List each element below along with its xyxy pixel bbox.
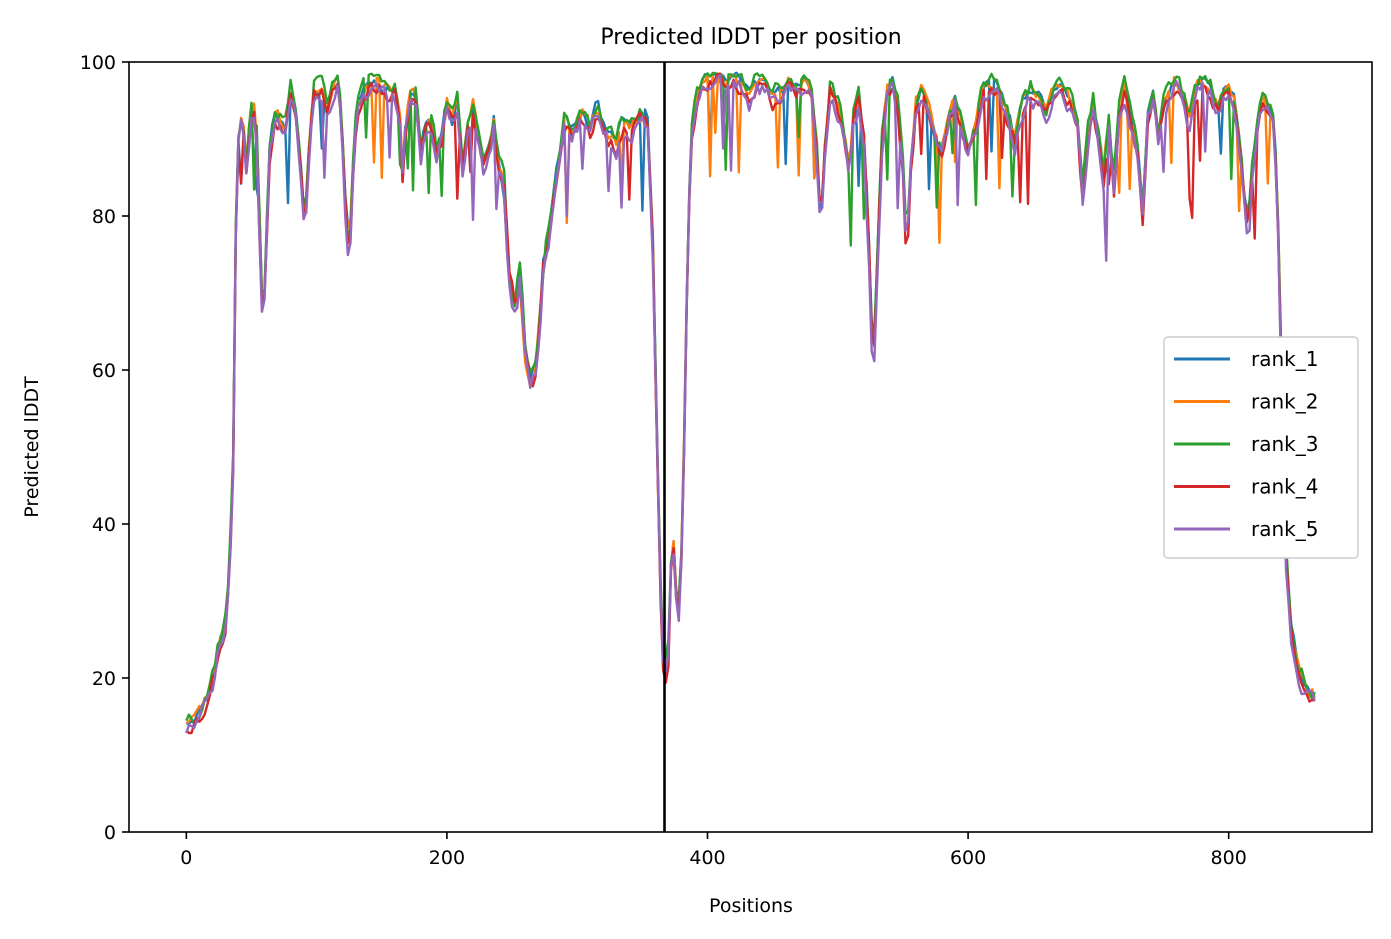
y-axis-ticks: 0 20 40 60 80 100 bbox=[80, 52, 129, 844]
x-axis-label: Positions bbox=[709, 895, 793, 917]
line-rank-5 bbox=[185, 73, 1316, 734]
x-tick-label: 400 bbox=[689, 847, 725, 869]
legend-box bbox=[1163, 336, 1359, 559]
legend-label-rank-2: rank_2 bbox=[1251, 390, 1318, 414]
x-tick-label: 0 bbox=[180, 847, 192, 869]
plot-frame bbox=[128, 61, 1373, 833]
x-tick-label: 600 bbox=[950, 847, 986, 869]
y-tick-label: 60 bbox=[92, 360, 116, 382]
x-axis-ticks: 0 200 400 600 800 bbox=[180, 832, 1247, 869]
x-tick-label: 200 bbox=[429, 847, 465, 869]
legend-label-rank-1: rank_1 bbox=[1251, 347, 1318, 371]
legend-label-rank-3: rank_3 bbox=[1251, 432, 1318, 456]
y-tick-label: 40 bbox=[92, 514, 116, 536]
legend-label-rank-4: rank_4 bbox=[1251, 475, 1318, 499]
line-rank-3 bbox=[185, 71, 1316, 724]
x-tick-label: 800 bbox=[1211, 847, 1247, 869]
y-tick-label: 0 bbox=[104, 822, 116, 844]
legend-label-rank-5: rank_5 bbox=[1251, 517, 1318, 541]
y-tick-label: 80 bbox=[92, 206, 116, 228]
chart-title: Predicted lDDT per position bbox=[600, 25, 901, 50]
y-tick-label: 20 bbox=[92, 668, 116, 690]
y-tick-label: 100 bbox=[80, 52, 116, 74]
series-lines bbox=[185, 71, 1316, 735]
legend: rank_1 rank_2 rank_3 rank_4 rank_5 bbox=[1163, 336, 1359, 559]
y-axis-label: Predicted lDDT bbox=[21, 376, 43, 518]
